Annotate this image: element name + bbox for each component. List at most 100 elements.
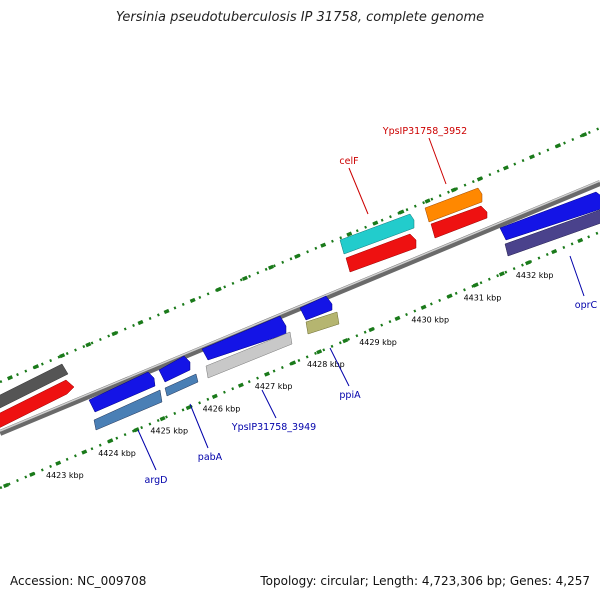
inner-major-tick [211,393,218,399]
outer-major-tick [7,375,13,381]
cds-red-left[interactable] [0,379,75,428]
gene-label-pabA[interactable]: pabA [198,452,223,463]
cds-steel-pabA[interactable] [164,373,199,397]
cds-blue-3949[interactable] [201,315,287,361]
leader-ppiA [329,347,350,387]
cds-indigo-oprC[interactable] [504,209,600,257]
inner-major-tick [551,248,558,255]
scale-label: 4432 kbp [516,271,554,280]
cds-steel-argD[interactable] [93,389,163,431]
reverse-features [93,209,600,431]
outer-major-tick [59,353,66,359]
inner-major-tick [498,271,505,277]
forward-features [0,187,600,428]
leader-3949 [261,389,277,419]
scale-label: 4431 kbp [464,293,502,302]
scale-label: 4427 kbp [255,382,293,391]
inner-major-tick [316,349,323,355]
outer-major-ticks [7,132,588,381]
scale-label: 4428 kbp [307,360,345,369]
inner-major-tick [159,416,166,422]
inner-major-tick [81,449,88,455]
scale-labels: 4423 kbp 4424 kbp 4425 kbp 4426 kbp 4427 kbp… [46,271,554,480]
outer-major-tick [372,220,379,226]
gene-label-YpsIP31758_3949[interactable]: YpsIP31758_3949 [231,422,316,433]
inner-major-tick [107,438,114,444]
inner-major-tick [472,282,479,288]
outer-tick-track [0,126,600,384]
inner-major-tick [394,315,401,321]
cds-cyan-celF[interactable] [339,213,415,255]
cds-olive-ppiA[interactable] [305,311,340,335]
outer-dotted-line [0,126,600,384]
cds-red-3952[interactable] [430,205,488,239]
outer-major-tick [85,342,92,348]
backbone-highlight [0,180,600,432]
inner-major-tick [368,326,375,333]
gene-label-ppiA[interactable]: ppiA [339,390,361,401]
outer-major-tick [33,364,40,370]
cds-blue-oprC[interactable] [499,191,600,241]
gene-labels: celF YpsIP31758_3952 argD pabA YpsIP3175… [145,126,598,486]
inner-major-tick [342,338,349,344]
cds-darkgray[interactable] [0,363,69,409]
cds-orange-3952[interactable] [424,187,483,223]
inner-major-tick [133,427,140,433]
gene-label-YpsIP31758_3952[interactable]: YpsIP31758_3952 [382,126,467,137]
inner-major-tick [3,482,9,489]
inner-major-tick [525,260,531,266]
inner-major-tick [446,293,453,299]
scale-label: 4430 kbp [411,316,449,325]
cds-blue-argD[interactable] [88,371,156,413]
outer-major-tick [555,143,562,149]
inner-major-tick [290,360,297,366]
outer-major-tick [529,154,535,160]
outer-major-tick [241,275,248,281]
scale-label: 4423 kbp [46,471,84,480]
accession-label: Accession: NC_009708 [10,574,147,588]
gene-label-oprC[interactable]: oprC [575,300,598,311]
outer-major-tick [398,209,405,215]
inner-tick-track [0,230,600,490]
inner-major-tick [185,404,192,411]
outer-major-tick [346,231,353,237]
inner-major-tick [237,382,244,388]
inner-major-tick [420,304,427,310]
outer-major-tick [476,176,483,182]
inner-dotted-line [0,230,600,490]
scale-label: 4429 kbp [359,338,397,347]
inner-major-tick [264,371,270,377]
scale-label: 4425 kbp [150,427,188,436]
outer-major-tick [111,330,118,337]
outer-major-tick [215,286,222,292]
leader-3952 [428,137,447,185]
cds-gray-3949[interactable] [205,331,293,379]
leader-pabA [189,403,209,449]
outer-major-tick [163,308,170,315]
outer-major-tick [450,187,457,193]
inner-major-tick [577,237,584,244]
leader-argD [137,429,157,471]
outer-major-tick [189,297,196,304]
cds-blue-pabA[interactable] [158,355,191,383]
outer-major-tick [137,319,144,326]
outer-major-tick [424,198,431,204]
scale-label: 4424 kbp [98,449,136,458]
outer-major-tick [320,242,327,248]
scale-label: 4426 kbp [203,404,241,413]
gene-label-argD[interactable]: argD [145,475,168,486]
gene-label-celF[interactable]: celF [339,156,358,167]
outer-major-tick [268,264,274,270]
leader-celF [348,167,369,215]
genome-summary: Topology: circular; Length: 4,723,306 bp… [260,574,590,588]
inner-major-ticks [3,237,584,489]
outer-major-tick [502,165,509,171]
leader-oprC [569,255,585,297]
leader-lines [137,137,585,471]
cds-blue-ppiA[interactable] [299,295,333,321]
cds-red-celF[interactable] [345,233,417,273]
map-title: Yersinia pseudotuberculosis IP 31758, co… [115,10,485,25]
inner-major-tick [55,460,62,466]
outer-major-tick [294,253,301,259]
